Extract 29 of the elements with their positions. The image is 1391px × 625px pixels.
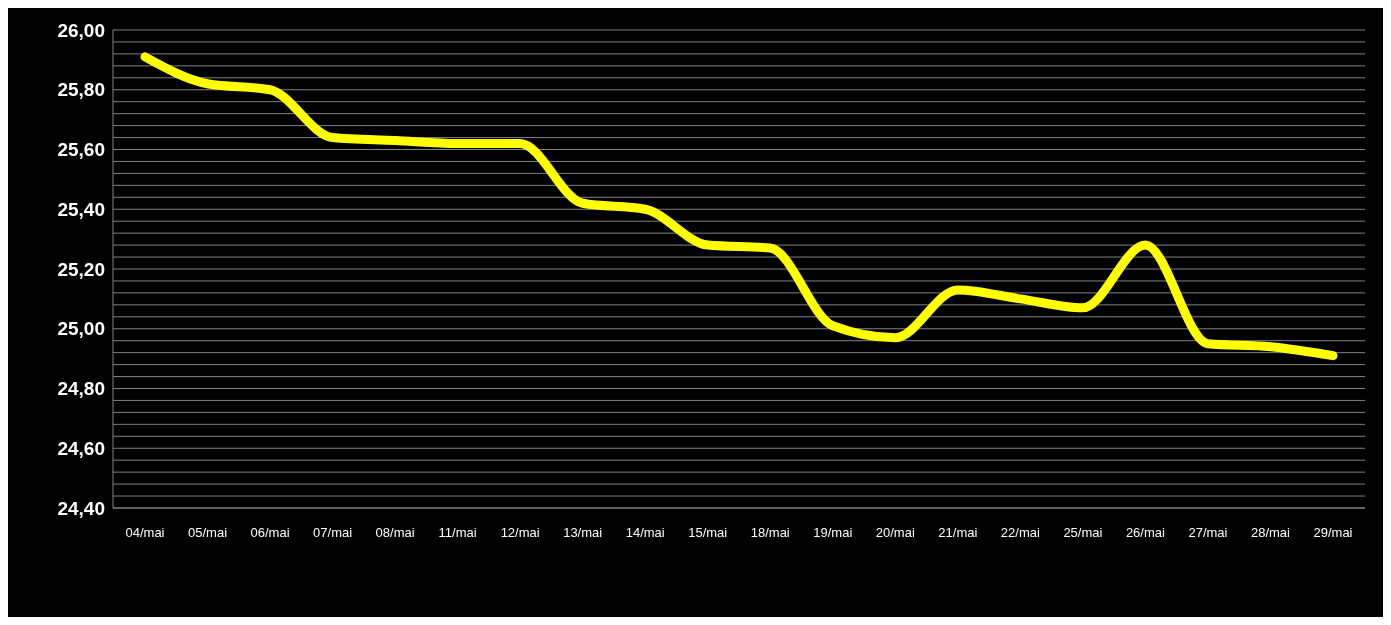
x-tick-label: 11/mai: [438, 525, 477, 541]
x-tick-label: 18/mai: [750, 525, 790, 541]
y-tick-label: 24,80: [57, 378, 105, 400]
y-tick-label: 24,60: [57, 437, 105, 459]
x-tick-label: 08/mai: [375, 525, 415, 541]
x-tick-label: 25/mai: [1063, 525, 1103, 541]
x-tick-label: 05/mai: [188, 525, 228, 541]
x-tick-label: 29/mai: [1313, 525, 1353, 541]
x-tick-label: 13/mai: [563, 525, 603, 541]
x-tick-label: 15/mai: [688, 525, 728, 541]
x-tick-label: 07/mai: [313, 525, 353, 541]
x-tick-label: 20/mai: [875, 525, 915, 541]
y-tick-label: 26,00: [57, 19, 105, 41]
x-tick-label: 26/mai: [1125, 525, 1166, 541]
x-tick-label: 19/mai: [813, 525, 853, 541]
x-tick-label: 27/mai: [1188, 525, 1228, 541]
y-tick-label: 25,40: [57, 198, 105, 220]
x-tick-label: 22/mai: [1000, 525, 1040, 541]
y-tick-label: 25,60: [57, 139, 105, 161]
y-tick-label: 25,00: [57, 318, 105, 340]
y-tick-label: 24,40: [57, 497, 105, 519]
x-tick-label: 12/mai: [500, 525, 540, 541]
x-tick-label: 21/mai: [938, 525, 978, 541]
x-tick-label: 28/mai: [1250, 525, 1291, 541]
x-tick-label: 04/mai: [125, 525, 165, 541]
x-tick-label: 06/mai: [250, 525, 290, 541]
x-tick-label: 14/mai: [625, 525, 665, 541]
y-tick-label: 25,20: [57, 258, 105, 280]
y-tick-label: 25,80: [57, 79, 105, 101]
